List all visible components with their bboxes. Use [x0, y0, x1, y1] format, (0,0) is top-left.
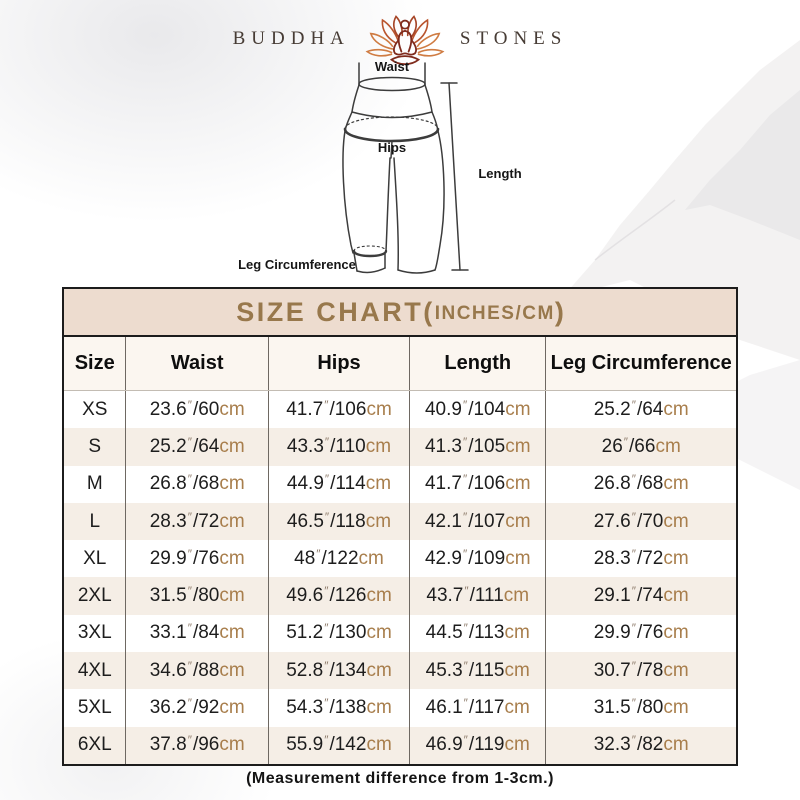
- hips-value-cell: 44.9 ″/114 cm: [269, 465, 411, 503]
- column-header-length: Length: [410, 337, 547, 390]
- size-cell: 3XL: [64, 614, 127, 653]
- hips-value-cell: 41.7 ″/106 cm: [269, 391, 411, 429]
- hips-value-cell: 52.8 ″/134 cm: [269, 652, 411, 690]
- leg-value-cell: 30.7 ″/78 cm: [593, 658, 689, 681]
- leg-value-cell: 28.3 ″/72 cm: [593, 546, 689, 569]
- length-diagram-label: Length: [478, 166, 522, 181]
- waist-value-cell: 33.1 ″/84 cm: [126, 614, 269, 653]
- table-row: S 25.2 ″/64 cm 43.3 ″/110 cm 41.3 ″/105 cm 26 ″/66 c…: [64, 428, 736, 466]
- table-row: 4XL 34.6 ″/88 cm 52.8 ″/134 cm 45.3 ″/115 cm 30.7 ″…: [64, 652, 736, 690]
- hips-value-cell: 54.3 ″/138 cm: [269, 689, 411, 727]
- size-chart-title-close: ): [554, 296, 564, 327]
- size-chart-title-unit: INCHES/CM: [434, 302, 555, 324]
- table-row: 5XL 36.2 ″/92 cm 54.3 ″/138 cm 46.1 ″/117 cm 31.5 ″…: [64, 689, 736, 727]
- leg-value-cell: 32.3 ″/82 cm: [593, 733, 689, 756]
- length-value-cell: 44.5 ″/113 cm: [410, 614, 547, 653]
- column-header-hips: Hips: [269, 337, 411, 390]
- hips-value-cell: 49.6 ″/126 cm: [269, 577, 411, 615]
- lotus-meditation-icon: [365, 15, 445, 66]
- leg-value-cell: 26.8 ″/68 cm: [593, 472, 689, 495]
- brand-name-left: BUDDHA: [232, 28, 350, 49]
- column-header-leg-circumference: Leg Circumference: [550, 352, 732, 374]
- length-value-cell: 45.3 ″/115 cm: [410, 652, 547, 690]
- waist-value-cell: 23.6 ″/60 cm: [126, 391, 269, 429]
- hips-value-cell: 55.9 ″/142 cm: [269, 726, 411, 764]
- size-cell: XS: [64, 391, 127, 429]
- size-cell: XL: [64, 540, 127, 578]
- brand-header: BUDDHA: [0, 10, 800, 68]
- measurement-note: (Measurement difference from 1-3cm.): [246, 770, 554, 787]
- length-value-cell: 46.1 ″/117 cm: [410, 689, 547, 727]
- table-row: L 28.3 ″/72 cm 46.5 ″/118 cm 42.1 ″/107 cm 27.6 ″/7…: [64, 502, 736, 541]
- leg-value-cell: 29.1 ″/74 cm: [593, 584, 689, 607]
- size-cell: 6XL: [64, 726, 127, 764]
- leg-value-cell: 27.6 ″/70 cm: [593, 509, 689, 532]
- waist-value-cell: 31.5 ″/80 cm: [126, 577, 269, 615]
- table-row: M 26.8 ″/68 cm 44.9 ″/114 cm 41.7 ″/106 cm 26.8 ″/6…: [64, 465, 736, 503]
- size-chart-title-main: SIZE CHART(: [236, 296, 435, 327]
- pants-outline-drawing: [342, 62, 469, 274]
- table-header-row: Size Waist Hips Length Leg Circumference: [64, 337, 736, 391]
- measurement-diagram: Waist Hips Length Leg Circumference: [0, 0, 800, 300]
- leg-circumference-diagram-label: Leg Circumference: [238, 257, 356, 272]
- leg-value-cell: 25.2 ″/64 cm: [593, 397, 689, 420]
- hips-diagram-label: Hips: [377, 140, 407, 155]
- hips-value-cell: 48 ″/122 cm: [269, 540, 411, 578]
- table-row: XS 23.6 ″/60 cm 41.7 ″/106 cm 40.9 ″/104 cm 25.2 ″ /…: [64, 391, 736, 429]
- table-row: 6XL 37.8 ″/96 cm 55.9 ″/142 cm 46.9 ″/119 cm 32.3 ″…: [64, 726, 736, 764]
- length-value-cell: 42.1 ″/107 cm: [410, 502, 547, 541]
- waist-value-cell: 25.2 ″/64 cm: [126, 428, 269, 466]
- column-header-waist: Waist: [126, 337, 269, 390]
- leg-value-cell: 29.9 ″/76 cm: [593, 621, 689, 644]
- length-value-cell: 41.3 ″/105 cm: [410, 428, 547, 466]
- table-row: XL 29.9 ″/76 cm 48 ″/122 cm 42.9 ″/109 cm 28.3 ″/72…: [64, 540, 736, 578]
- length-value-cell: 41.7 ″/106 cm: [410, 465, 547, 503]
- table-row: 2XL 31.5 ″/80 cm 49.6 ″/126 cm 43.7 ″/111 cm 29.1 ″…: [64, 577, 736, 615]
- size-chart-table: SIZE CHART(INCHES/CM) Size Waist Hips Le…: [62, 287, 738, 766]
- leg-value-cell: 26 ″/66 cm: [601, 434, 681, 457]
- length-value-cell: 42.9 ″/109 cm: [410, 540, 547, 578]
- waist-value-cell: 36.2 ″/92 cm: [126, 689, 269, 727]
- size-cell: 2XL: [64, 577, 127, 615]
- size-cell: 5XL: [64, 689, 127, 727]
- hips-value-cell: 43.3 ″/110 cm: [269, 428, 411, 466]
- size-cell: S: [64, 428, 127, 466]
- size-cell: M: [64, 465, 127, 503]
- size-cell: L: [64, 502, 127, 541]
- size-cell: 4XL: [64, 652, 127, 690]
- size-chart-title: SIZE CHART(INCHES/CM): [64, 289, 736, 337]
- column-header-size: Size: [64, 337, 127, 390]
- waist-value-cell: 26.8 ″/68 cm: [126, 465, 269, 503]
- leg-value-cell: 31.5 ″/80 cm: [593, 696, 689, 719]
- length-value-cell: 43.7 ″/111 cm: [410, 577, 547, 615]
- waist-value-cell: 28.3 ″/72 cm: [126, 502, 269, 541]
- waist-diagram-label: Waist: [374, 59, 410, 74]
- waist-value-cell: 37.8 ″/96 cm: [126, 726, 269, 764]
- table-row: 3XL 33.1 ″/84 cm 51.2 ″/130 cm 44.5 ″/113 cm 29.9 ″…: [64, 614, 736, 653]
- length-value-cell: 46.9 ″/119 cm: [410, 726, 547, 764]
- table-body: XS 23.6 ″/60 cm 41.7 ″/106 cm 40.9 ″/104 cm 25.2 ″ /…: [64, 391, 736, 764]
- hips-value-cell: 51.2 ″/130 cm: [269, 614, 411, 653]
- waist-value-cell: 29.9 ″/76 cm: [126, 540, 269, 578]
- brand-name-right: STONES: [459, 28, 568, 49]
- waist-value-cell: 34.6 ″/88 cm: [126, 652, 269, 690]
- hips-value-cell: 46.5 ″/118 cm: [269, 502, 411, 541]
- length-value-cell: 40.9 ″/104 cm: [410, 391, 547, 429]
